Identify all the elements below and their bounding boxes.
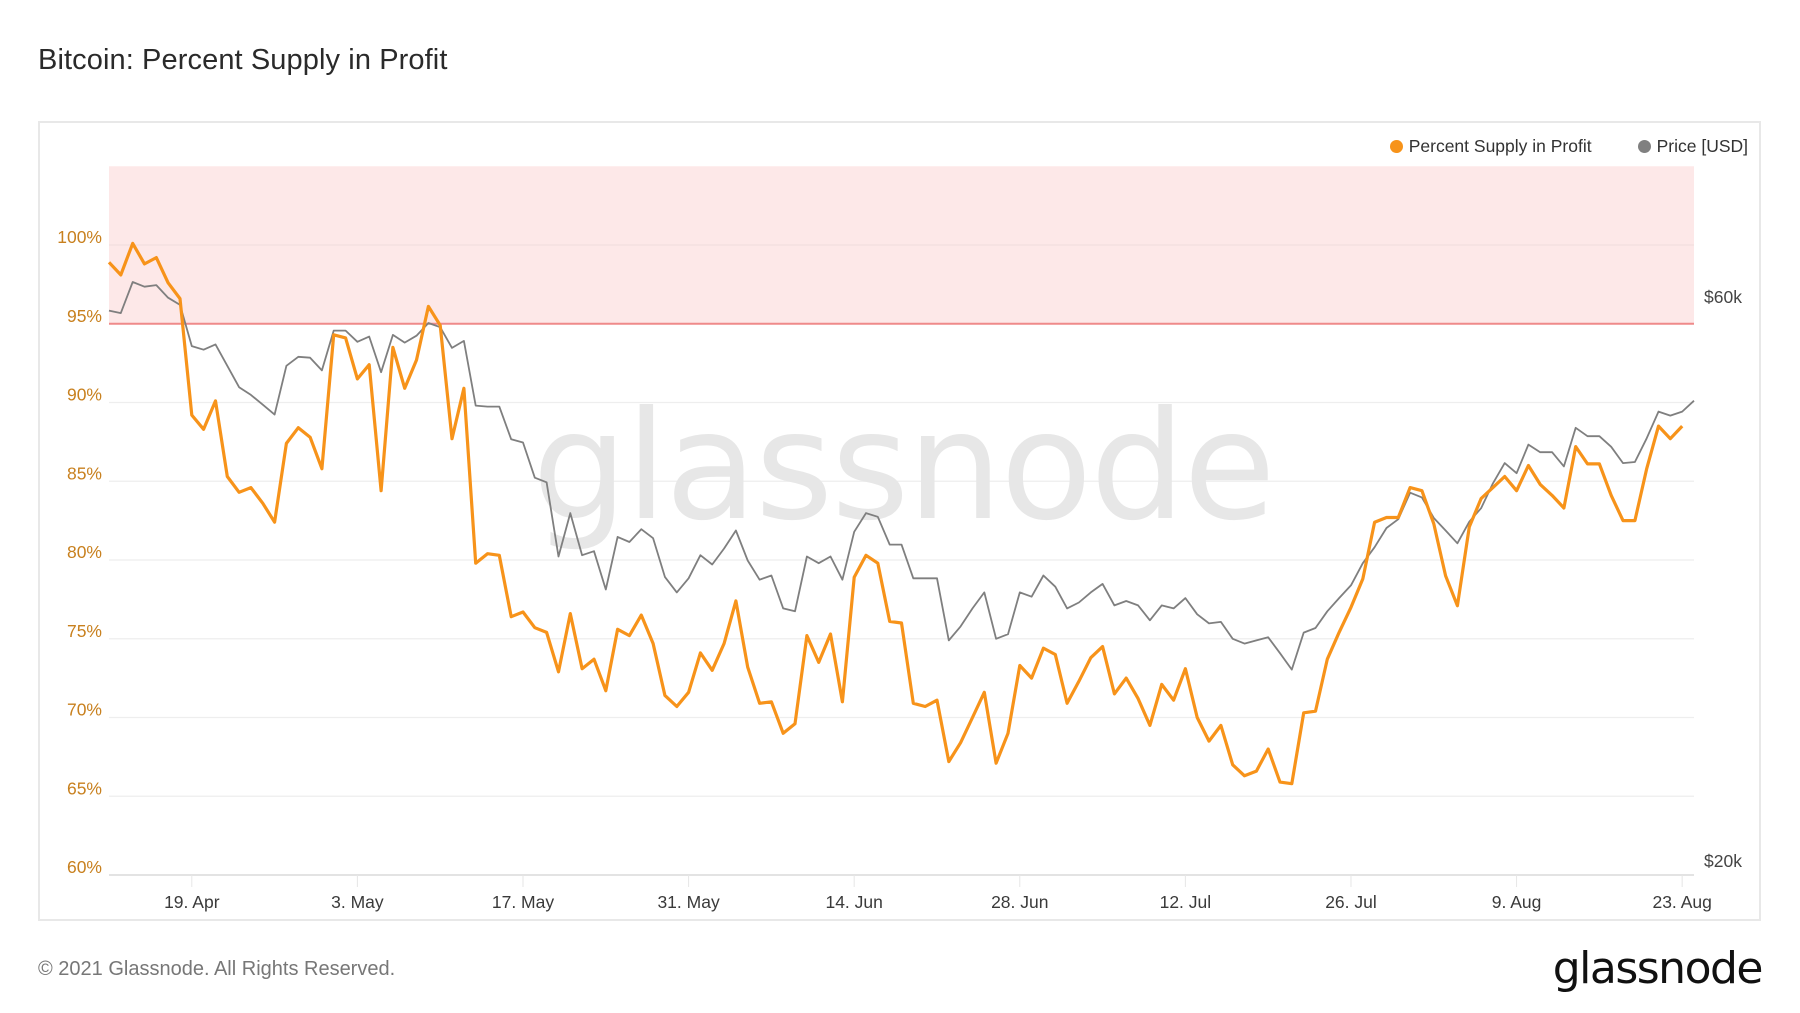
page-title: Bitcoin: Percent Supply in Profit	[38, 44, 448, 76]
y-axis-right: $60k $20k	[1704, 287, 1742, 871]
y-tick-label: 75%	[67, 621, 102, 641]
x-tick-label: 17. May	[492, 892, 554, 912]
x-tick-label: 26. Jul	[1325, 892, 1377, 912]
legend-label-price: Price [USD]	[1656, 136, 1748, 156]
chart-legend: Percent Supply in Profit Price [USD]	[1389, 136, 1748, 157]
y-tick-label: 95%	[67, 306, 102, 326]
x-tick-label: 23. Aug	[1652, 892, 1711, 912]
x-tick-label: 19. Apr	[164, 892, 220, 912]
y-tick-label: 80%	[67, 542, 102, 562]
y-tick-label: 65%	[67, 778, 102, 798]
y-tick-label: 70%	[67, 700, 102, 720]
orange-dot-icon	[1389, 140, 1403, 153]
y-tick-label: 85%	[67, 463, 102, 483]
legend-item-price[interactable]: Price [USD]	[1637, 136, 1748, 157]
x-tick-label: 28. Jun	[991, 892, 1048, 912]
y-tick-label: 100%	[57, 227, 102, 247]
supply-in-profit-series-line[interactable]	[107, 241, 1684, 786]
y-axis-left: 60% 65% 70% 75% 80% 85% 90% 95% 100%	[57, 227, 102, 877]
x-tick-label: 12. Jul	[1160, 892, 1212, 912]
y-tick-label: 60%	[67, 857, 102, 877]
y-right-tick-label: $20k	[1704, 851, 1742, 871]
x-tick-label: 14. Jun	[825, 892, 882, 912]
legend-label-supply: Percent Supply in Profit	[1408, 136, 1592, 156]
x-tick-label: 3. May	[331, 892, 384, 912]
legend-item-supply-in-profit[interactable]: Percent Supply in Profit	[1389, 136, 1592, 157]
watermark-logo: glassnode	[532, 380, 1273, 554]
copyright-text: © 2021 Glassnode. All Rights Reserved.	[38, 958, 396, 980]
x-tick-label: 31. May	[657, 892, 719, 912]
x-axis: 19. Apr 3. May 17. May 31. May 14. Jun 28. Ju…	[164, 875, 1712, 912]
y-tick-label: 90%	[67, 385, 102, 405]
gray-dot-icon	[1637, 140, 1651, 153]
y-right-tick-label: $60k	[1704, 287, 1742, 307]
glassnode-logo: glassnode	[1552, 943, 1764, 994]
x-tick-label: 9. Aug	[1492, 892, 1542, 912]
